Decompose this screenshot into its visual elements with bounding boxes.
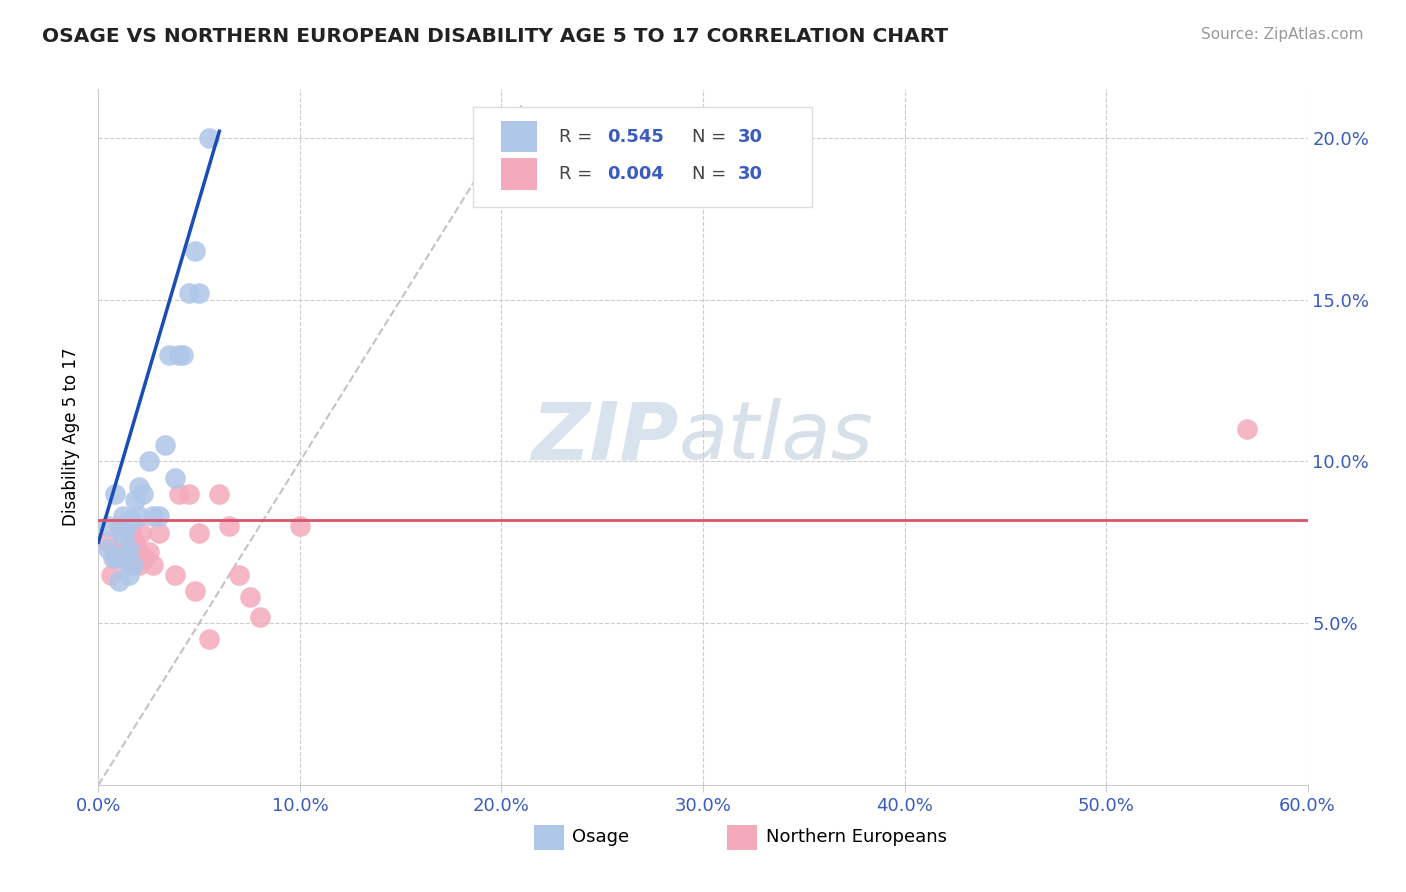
Point [163, 470, 186, 484]
Point [1236, 422, 1258, 436]
FancyBboxPatch shape [534, 824, 564, 850]
Point [142, 558, 165, 572]
Point [129, 525, 152, 540]
Point [118, 558, 141, 572]
Point [172, 347, 194, 361]
Point [97, 519, 120, 533]
Point [114, 551, 136, 566]
Point [188, 286, 211, 301]
Point [111, 509, 134, 524]
Point [148, 509, 170, 524]
Text: R =: R = [560, 165, 598, 183]
Text: 30: 30 [738, 165, 763, 183]
Text: N =: N = [692, 128, 733, 145]
Text: 0.545: 0.545 [607, 128, 665, 145]
Point [134, 551, 156, 566]
Point [228, 567, 250, 582]
Point [128, 509, 150, 524]
FancyBboxPatch shape [474, 106, 811, 208]
Point [142, 509, 165, 524]
Point [107, 519, 129, 533]
Text: ZIP: ZIP [531, 398, 679, 476]
Point [97, 535, 120, 549]
Point [179, 486, 201, 500]
Point [103, 486, 125, 500]
Point [124, 493, 146, 508]
Point [138, 454, 160, 468]
Point [148, 525, 170, 540]
Text: 30: 30 [738, 128, 763, 145]
Point [184, 244, 207, 258]
Text: Osage: Osage [572, 828, 630, 847]
Point [167, 347, 190, 361]
Text: atlas: atlas [679, 398, 873, 476]
Point [114, 548, 136, 562]
Point [97, 541, 120, 556]
Point [107, 551, 129, 566]
Point [208, 486, 231, 500]
Text: R =: R = [560, 128, 598, 145]
Point [157, 347, 180, 361]
Point [153, 438, 176, 452]
Text: N =: N = [692, 165, 733, 183]
Point [132, 486, 155, 500]
Point [184, 583, 207, 598]
Point [125, 541, 148, 556]
Point [111, 545, 134, 559]
Point [128, 558, 150, 572]
Point [198, 632, 221, 647]
FancyBboxPatch shape [501, 120, 537, 153]
Point [101, 551, 124, 566]
Point [107, 574, 129, 588]
Point [198, 130, 221, 145]
FancyBboxPatch shape [727, 824, 758, 850]
Point [138, 545, 160, 559]
Text: Source: ZipAtlas.com: Source: ZipAtlas.com [1201, 27, 1364, 42]
Point [167, 486, 190, 500]
Text: Northern Europeans: Northern Europeans [766, 828, 946, 847]
FancyBboxPatch shape [501, 159, 537, 190]
Point [107, 545, 129, 559]
Point [128, 480, 150, 494]
Point [100, 567, 122, 582]
Point [118, 567, 141, 582]
Point [124, 535, 146, 549]
Text: 0.004: 0.004 [607, 165, 665, 183]
Point [110, 525, 132, 540]
Y-axis label: Disability Age 5 to 17: Disability Age 5 to 17 [62, 348, 80, 526]
Point [121, 558, 143, 572]
Point [118, 541, 141, 556]
Point [218, 519, 240, 533]
Point [239, 591, 262, 605]
Point [114, 525, 136, 540]
Point [249, 609, 271, 624]
Point [103, 551, 125, 566]
Point [188, 525, 211, 540]
Point [120, 513, 142, 527]
Point [288, 519, 311, 533]
Point [163, 567, 186, 582]
Point [120, 525, 142, 540]
Text: OSAGE VS NORTHERN EUROPEAN DISABILITY AGE 5 TO 17 CORRELATION CHART: OSAGE VS NORTHERN EUROPEAN DISABILITY AG… [42, 27, 948, 45]
Point [179, 286, 201, 301]
